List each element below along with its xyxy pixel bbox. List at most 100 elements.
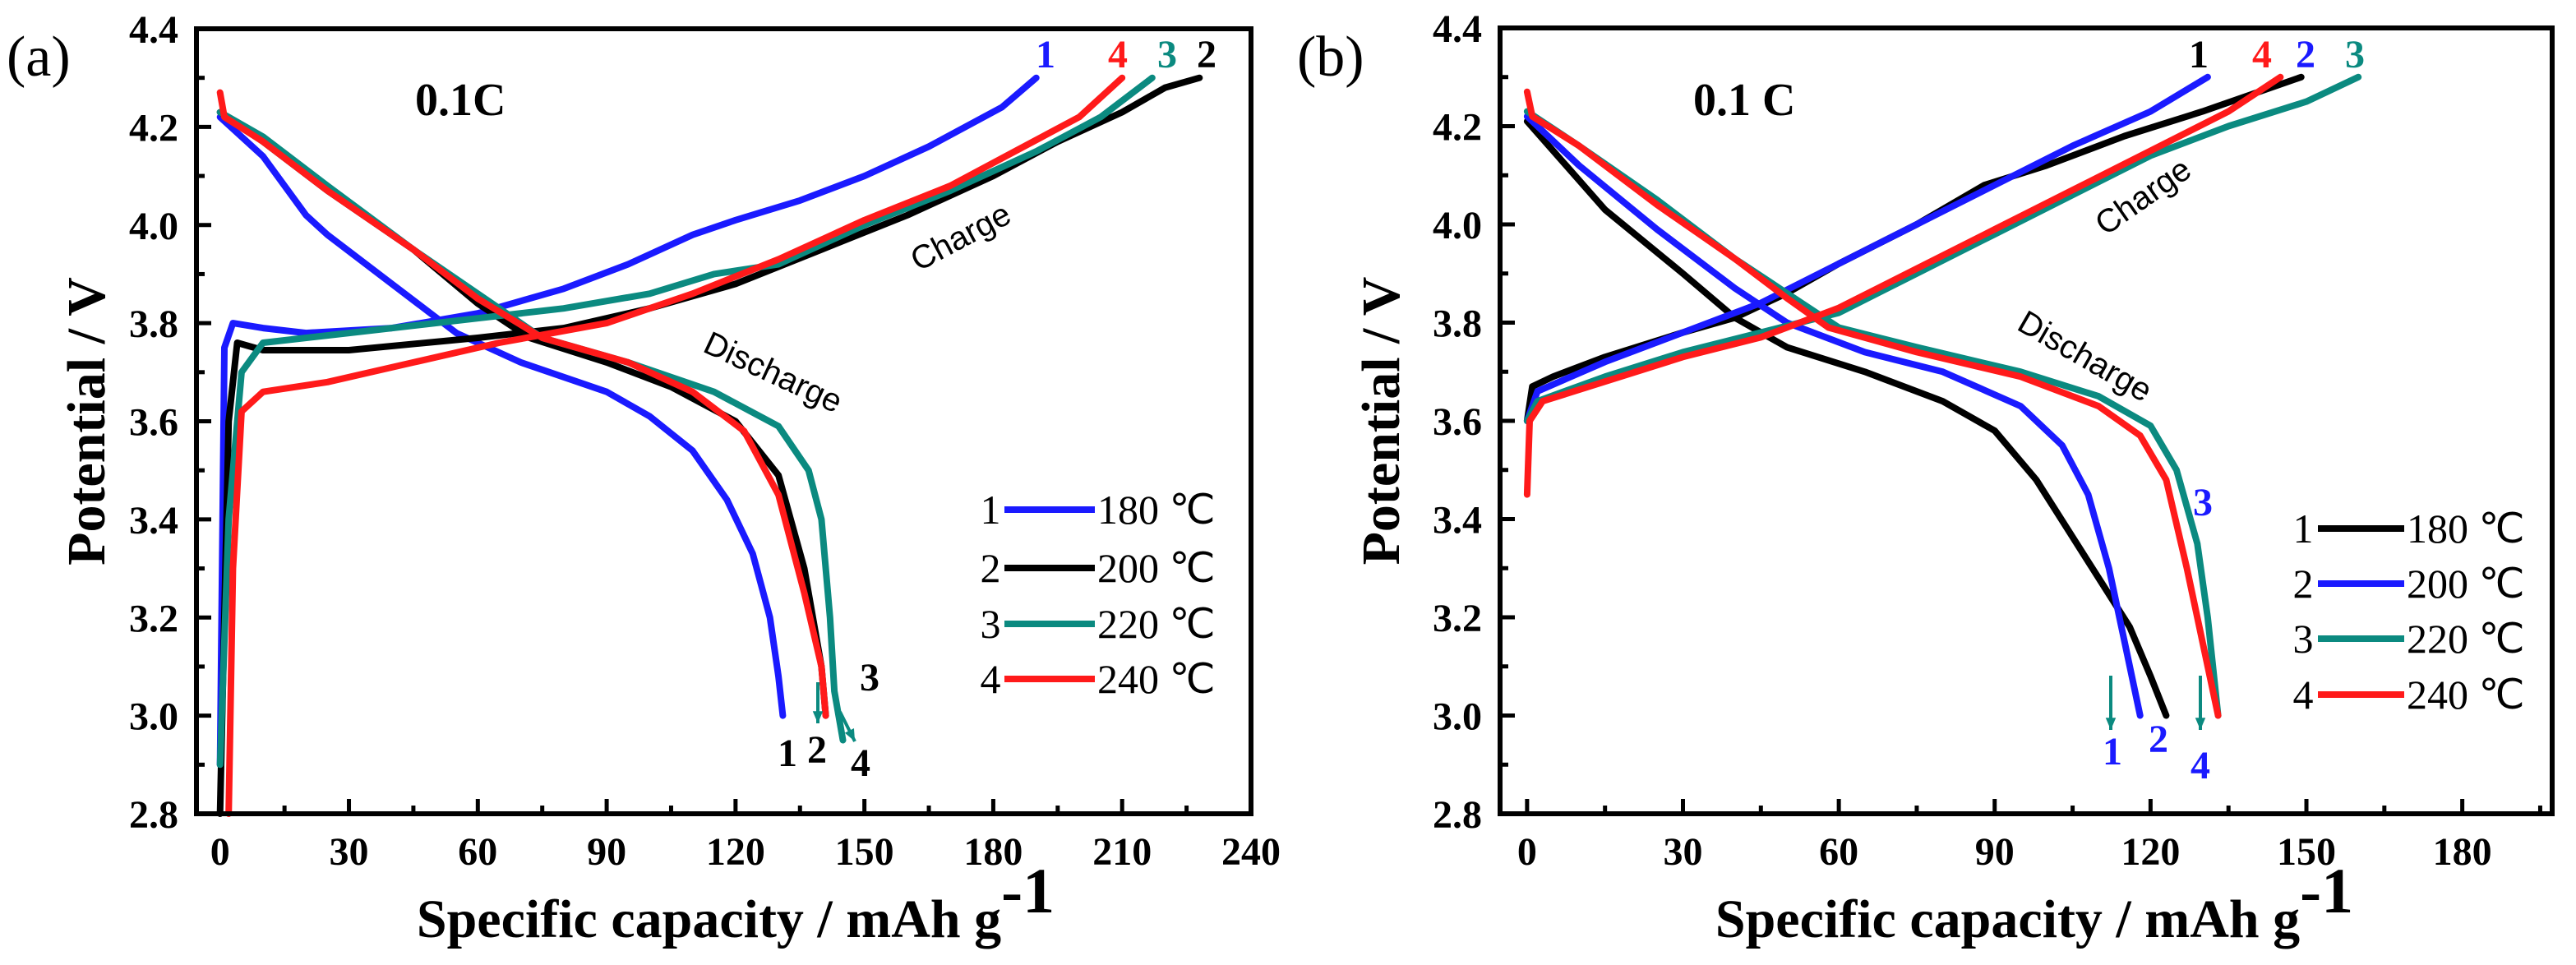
x-tick-label: 30 bbox=[1663, 830, 1702, 874]
curve-number-annotation: 1 bbox=[1036, 33, 1055, 76]
curve-number-annotation: 1 bbox=[2189, 33, 2209, 76]
curve-number-annotation: 4 bbox=[851, 741, 870, 785]
curve-number-annotation: 3 bbox=[1157, 33, 1177, 76]
y-tick-label: 3.2 bbox=[1433, 597, 1482, 640]
legend: 1 180 ℃ 2 200 ℃ 3 220 ℃ 4 240 ℃ bbox=[981, 487, 1216, 702]
x-tick-label: 150 bbox=[835, 830, 894, 874]
series-3-charge-line bbox=[216, 74, 1156, 769]
down-arrow-icon bbox=[2105, 676, 2117, 730]
legend-number: 4 bbox=[2293, 672, 2314, 718]
x-tick-label: 90 bbox=[587, 830, 626, 874]
legend-number: 1 bbox=[981, 487, 1001, 533]
curve-number-annotation: 4 bbox=[2191, 744, 2210, 787]
series-3-discharge-line bbox=[216, 109, 847, 744]
curve-number-annotation: 2 bbox=[2149, 718, 2168, 761]
x-tick-label: 0 bbox=[210, 830, 230, 874]
curve-number-annotation: 3 bbox=[2193, 481, 2213, 524]
y-tick-label: 3.0 bbox=[129, 695, 178, 739]
y-tick-label: 4.4 bbox=[129, 8, 178, 52]
legend-number: 3 bbox=[2293, 616, 2314, 662]
arrow-head bbox=[844, 728, 855, 741]
y-tick-label: 3.8 bbox=[1433, 302, 1482, 346]
y-tick-label: 4.0 bbox=[1433, 204, 1482, 247]
legend-label: 200 ℃ bbox=[2407, 561, 2525, 607]
x-tick-label: 60 bbox=[1819, 830, 1858, 874]
legend-label: 180 ℃ bbox=[2407, 506, 2525, 552]
y-tick-label: 4.0 bbox=[129, 205, 178, 248]
legend-number: 4 bbox=[981, 656, 1001, 702]
c-rate-label: 0.1 C bbox=[1693, 75, 1795, 126]
discharge-annotation: Discharge bbox=[699, 325, 848, 420]
chart-panel-b: 0 30 60 90 120 150 180 2.8 3.0 3.2 3.4 3.6 3.8 4.0 4.2… bbox=[1297, 7, 2555, 949]
y-tick-label: 3.2 bbox=[129, 597, 178, 640]
series-1-charge-line bbox=[216, 74, 1040, 769]
down-arrow-icon bbox=[812, 682, 824, 723]
legend-label: 220 ℃ bbox=[1097, 601, 1216, 647]
x-axis-title-superscript: -1 bbox=[2300, 855, 2353, 926]
y-axis-title: Potential / V bbox=[1351, 277, 1411, 566]
legend-number: 1 bbox=[2293, 506, 2314, 552]
series-2-discharge-line bbox=[216, 109, 829, 719]
x-tick-label: 180 bbox=[2433, 830, 2492, 874]
y-tick-label: 3.4 bbox=[129, 499, 178, 543]
series-1-discharge-line bbox=[216, 113, 787, 719]
curve-number-annotation: 2 bbox=[2296, 33, 2315, 76]
x-axis-title: Specific capacity / mAh g-1 bbox=[417, 855, 1055, 949]
y-tick-label: 3.0 bbox=[1433, 695, 1482, 739]
y-tick-label: 2.8 bbox=[1433, 793, 1482, 837]
panel-label: (b) bbox=[1297, 25, 1364, 89]
legend: 1 180 ℃ 2 200 ℃ 3 220 ℃ 4 240 ℃ bbox=[2293, 506, 2525, 718]
series-1-discharge-line bbox=[1523, 118, 2170, 719]
legend-number: 2 bbox=[2293, 561, 2314, 607]
x-tick-label: 60 bbox=[458, 830, 497, 874]
curve-number-annotation: 2 bbox=[807, 728, 827, 772]
y-tick-label: 4.4 bbox=[1433, 7, 1482, 51]
arrow-head bbox=[2195, 718, 2206, 730]
x-tick-label: 180 bbox=[963, 830, 1023, 874]
curve-number-annotation: 2 bbox=[1197, 33, 1216, 76]
curve-number-annotation: 1 bbox=[778, 732, 797, 775]
arrow-head bbox=[812, 711, 824, 723]
series-3-discharge-line bbox=[1523, 108, 2222, 719]
legend-number: 3 bbox=[981, 601, 1001, 647]
x-axis-title-main: Specific capacity / mAh g bbox=[1715, 889, 2300, 949]
series-2-discharge-line bbox=[1523, 113, 2144, 719]
series-4-charge-line bbox=[1523, 73, 2284, 498]
y-tick-label: 4.2 bbox=[129, 106, 178, 150]
curve-number-annotation: 4 bbox=[2252, 33, 2272, 76]
legend-label: 180 ℃ bbox=[1097, 487, 1216, 533]
y-tick-label: 4.2 bbox=[1433, 106, 1482, 150]
down-arrow-icon bbox=[838, 711, 856, 742]
y-tick-label: 3.8 bbox=[129, 302, 178, 346]
legend-label: 220 ℃ bbox=[2407, 616, 2525, 662]
down-arrow-icon bbox=[2195, 676, 2206, 730]
charge-annotation: Charge bbox=[2089, 151, 2198, 242]
series-3-charge-line bbox=[1523, 73, 2362, 424]
y-tick-label: 2.8 bbox=[129, 793, 178, 837]
x-tick-label: 90 bbox=[1975, 830, 2015, 874]
series-2-charge-line bbox=[1523, 73, 2211, 424]
x-tick-label: 150 bbox=[2277, 830, 2336, 874]
x-tick-label: 210 bbox=[1092, 830, 1152, 874]
plot-frame bbox=[194, 26, 1253, 816]
x-tick-label: 120 bbox=[706, 830, 765, 874]
legend-label: 240 ℃ bbox=[1097, 656, 1216, 702]
curve-number-annotation: 4 bbox=[1108, 33, 1128, 76]
y-tick-label: 3.4 bbox=[1433, 499, 1482, 543]
series-4-discharge-line bbox=[216, 89, 829, 719]
x-axis-title: Specific capacity / mAh g-1 bbox=[1715, 855, 2353, 949]
curve-number-annotation: 3 bbox=[2345, 33, 2365, 76]
curve-number-annotation: 3 bbox=[860, 656, 879, 700]
legend-number: 2 bbox=[981, 545, 1001, 591]
series-2-charge-line bbox=[216, 74, 1203, 817]
x-tick-label: 30 bbox=[330, 830, 369, 874]
y-tick-label: 3.6 bbox=[129, 401, 178, 445]
series-4-charge-line bbox=[225, 74, 1126, 817]
curve-number-annotation: 1 bbox=[2103, 730, 2122, 773]
legend-label: 200 ℃ bbox=[1097, 545, 1216, 591]
x-axis-title-superscript: -1 bbox=[1001, 855, 1055, 926]
x-tick-label: 120 bbox=[2121, 830, 2180, 874]
x-tick-label: 0 bbox=[1517, 830, 1537, 874]
legend-label: 240 ℃ bbox=[2407, 672, 2525, 718]
